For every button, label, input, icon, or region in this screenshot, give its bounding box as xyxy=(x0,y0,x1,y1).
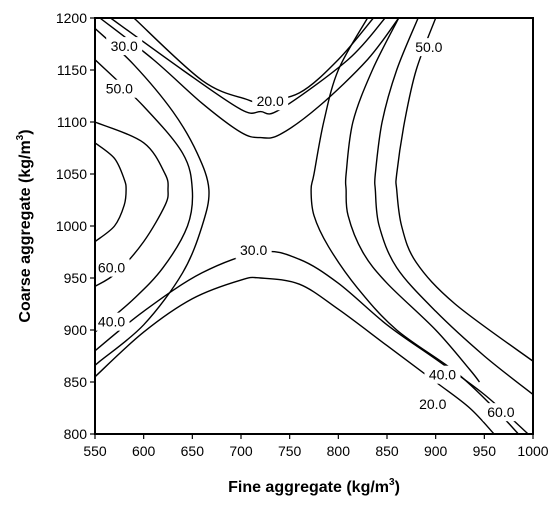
x-tick-label: 600 xyxy=(132,443,156,459)
x-tick-label: 700 xyxy=(229,443,253,459)
contour-label: 50.0 xyxy=(415,39,442,55)
y-axis-title-superscript: 3 xyxy=(15,134,26,140)
x-tick-label: 1000 xyxy=(517,443,548,459)
contour-lines-group xyxy=(95,18,533,434)
contour-label: 60.0 xyxy=(487,404,514,420)
contour-label: 30.0 xyxy=(240,242,267,258)
y-axis-title: Coarse aggregate (kg/m3) xyxy=(15,129,34,322)
contour-label-background xyxy=(252,92,289,111)
x-tick-label: 750 xyxy=(278,443,302,459)
contour-line-8 xyxy=(95,250,529,434)
y-axis-ticks: 800 850 900 950 1000 1050 1100 1150 1200 xyxy=(56,10,95,442)
x-axis-title-superscript: 3 xyxy=(389,477,395,488)
contour-label-background xyxy=(235,240,272,259)
contour-label-background xyxy=(410,38,447,57)
contour-line-13 xyxy=(395,18,533,362)
y-tick-label: 1100 xyxy=(57,114,87,130)
y-tick-label: 1150 xyxy=(57,62,87,78)
y-tick-label: 1050 xyxy=(56,166,87,182)
x-axis-title-main: Fine aggregate (kg/m xyxy=(228,479,389,496)
x-axis-title: Fine aggregate (kg/m3) xyxy=(228,477,400,496)
y-tick-label: 850 xyxy=(64,374,88,390)
contour-line-9 xyxy=(95,276,495,434)
contour-line-3 xyxy=(99,18,400,139)
x-axis-ticks: 550 600 650 700 750 800 850 900 950 1000 xyxy=(83,434,549,459)
x-tick-label: 850 xyxy=(375,443,399,459)
contour-label-background xyxy=(414,394,451,413)
contour-line-11 xyxy=(344,18,481,383)
x-tick-label: 950 xyxy=(473,443,497,459)
y-axis-title-main: Coarse aggregate (kg/m xyxy=(17,140,34,322)
y-tick-label: 1000 xyxy=(56,218,87,234)
x-axis-title-end: ) xyxy=(395,479,400,496)
x-tick-label: 900 xyxy=(424,443,448,459)
contour-line-6 xyxy=(95,142,127,243)
contour-label: 60.0 xyxy=(98,260,125,276)
contour-line-10 xyxy=(310,18,519,434)
contour-label-background xyxy=(93,312,130,331)
contour-label-background xyxy=(482,403,519,422)
contour-label: 20.0 xyxy=(419,396,446,412)
contour-label: 20.0 xyxy=(257,93,284,109)
y-tick-label: 1200 xyxy=(56,10,87,26)
contour-label: 30.0 xyxy=(111,38,138,54)
contour-labels-group: 30.0 20.0 50.0 60.0 40.0 30.0 20.0 50.0 40.0 60.0 xyxy=(93,37,519,422)
contour-label-background xyxy=(101,79,138,98)
contour-label-background xyxy=(424,365,461,384)
contour-label: 50.0 xyxy=(106,81,133,97)
contour-label-background xyxy=(106,37,143,56)
x-tick-label: 650 xyxy=(181,443,205,459)
y-tick-label: 950 xyxy=(64,270,88,286)
contour-line-7 xyxy=(95,59,194,333)
x-tick-label: 550 xyxy=(83,443,107,459)
contour-line-12 xyxy=(373,18,533,396)
contour-line-1 xyxy=(110,18,386,115)
y-axis-title-end: ) xyxy=(17,129,34,134)
x-tick-label: 800 xyxy=(327,443,351,459)
contour-label-background xyxy=(93,258,130,277)
y-tick-label: 900 xyxy=(64,322,88,338)
y-tick-label: 800 xyxy=(64,426,88,442)
contour-label: 40.0 xyxy=(429,367,456,383)
contour-label: 40.0 xyxy=(98,314,125,330)
plot-area-frame xyxy=(94,17,534,435)
contour-line-4 xyxy=(95,27,210,367)
